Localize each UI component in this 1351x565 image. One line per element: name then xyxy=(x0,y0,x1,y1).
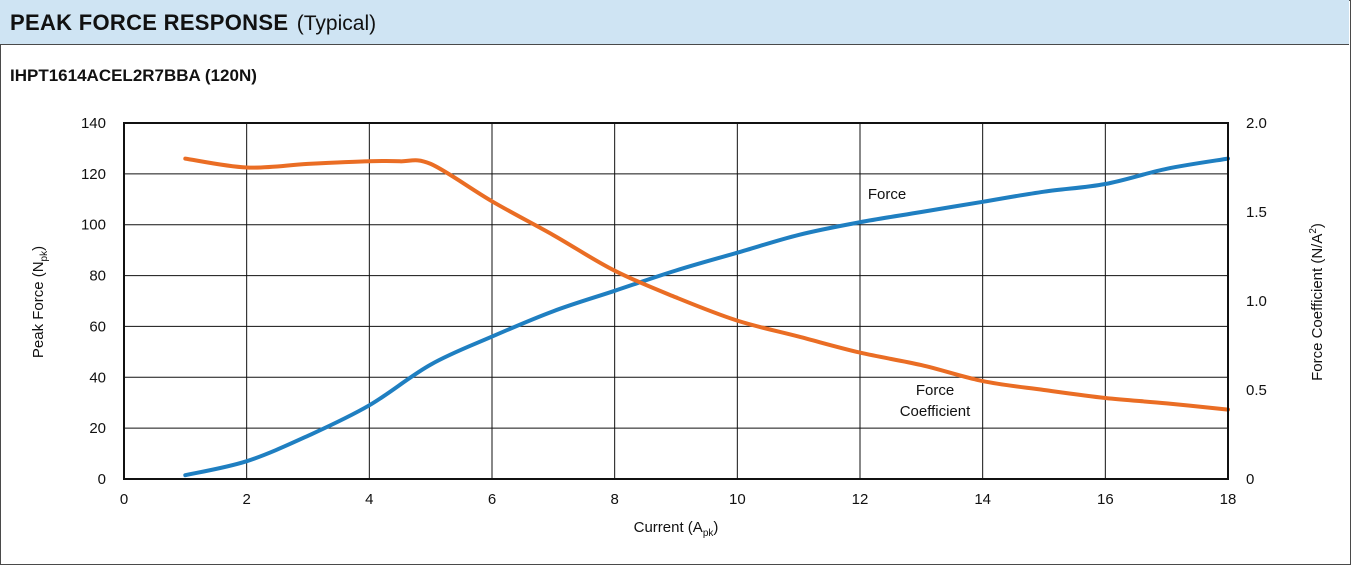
annotation-force: Force xyxy=(868,186,906,203)
x-tick-label: 2 xyxy=(242,491,250,508)
x-axis-label-close: ) xyxy=(713,519,718,536)
grid xyxy=(123,122,1229,480)
y2-tick-label: 0.5 xyxy=(1246,382,1267,399)
tick-labels: 0 2 4 6 8 10 12 14 16 18 0 20 40 60 80 100 120 140 0 0.5 1.0… xyxy=(81,115,1267,508)
y2-tick-label: 0 xyxy=(1246,471,1254,488)
annotation-force-coefficient-line2: Coefficient xyxy=(900,403,971,420)
y-axis-label-text: Peak Force (N xyxy=(30,261,47,358)
section-title: PEAK FORCE RESPONSE xyxy=(10,10,289,35)
y2-axis-label-text: Force Coefficient (N/A xyxy=(1309,234,1326,381)
x-tick-label: 0 xyxy=(120,491,128,508)
y-axis-label-sub: pk xyxy=(39,250,50,262)
y-tick-label: 80 xyxy=(89,268,106,285)
x-axis-label-text: Current (A xyxy=(634,519,703,536)
y2-axis-label: Force Coefficient (N/A2) xyxy=(1308,223,1326,381)
y-tick-label: 20 xyxy=(89,420,106,437)
series-layer xyxy=(183,156,1230,478)
y-axis-label-close: ) xyxy=(30,246,47,251)
annotation-force-coefficient-line1: Force xyxy=(916,382,954,399)
section-header: PEAK FORCE RESPONSE (Typical) xyxy=(0,0,1349,45)
x-tick-label: 12 xyxy=(852,491,869,508)
y-tick-label: 40 xyxy=(89,369,106,386)
plot-border xyxy=(123,122,1229,480)
y-tick-label: 140 xyxy=(81,115,106,132)
x-tick-label: 14 xyxy=(974,491,991,508)
series-line-force-coefficient xyxy=(183,156,1230,412)
x-axis-label-sub: pk xyxy=(703,528,715,539)
x-tick-label: 10 xyxy=(729,491,746,508)
x-tick-label: 16 xyxy=(1097,491,1114,508)
y-tick-label: 60 xyxy=(89,318,106,335)
y-axis-label: Peak Force (Npk) xyxy=(30,246,50,358)
y2-tick-label: 1.5 xyxy=(1246,204,1267,221)
y2-axis-label-close: ) xyxy=(1309,223,1326,228)
x-tick-label: 8 xyxy=(610,491,618,508)
y-tick-label: 100 xyxy=(81,217,106,234)
y-tick-label: 0 xyxy=(98,471,106,488)
y2-tick-label: 1.0 xyxy=(1246,293,1267,310)
x-tick-label: 18 xyxy=(1220,491,1237,508)
x-tick-label: 6 xyxy=(488,491,496,508)
chart-title: IHPT1614ACEL2R7BBA (120N) xyxy=(10,66,257,85)
x-tick-label: 4 xyxy=(365,491,373,508)
section-subtitle: (Typical) xyxy=(296,12,377,35)
y2-tick-label: 2.0 xyxy=(1246,115,1267,132)
y2-axis-label-sup: 2 xyxy=(1308,228,1319,234)
y-tick-label: 120 xyxy=(81,166,106,183)
series-line-force xyxy=(183,156,1230,478)
x-axis-label: Current (Apk) xyxy=(634,519,719,539)
